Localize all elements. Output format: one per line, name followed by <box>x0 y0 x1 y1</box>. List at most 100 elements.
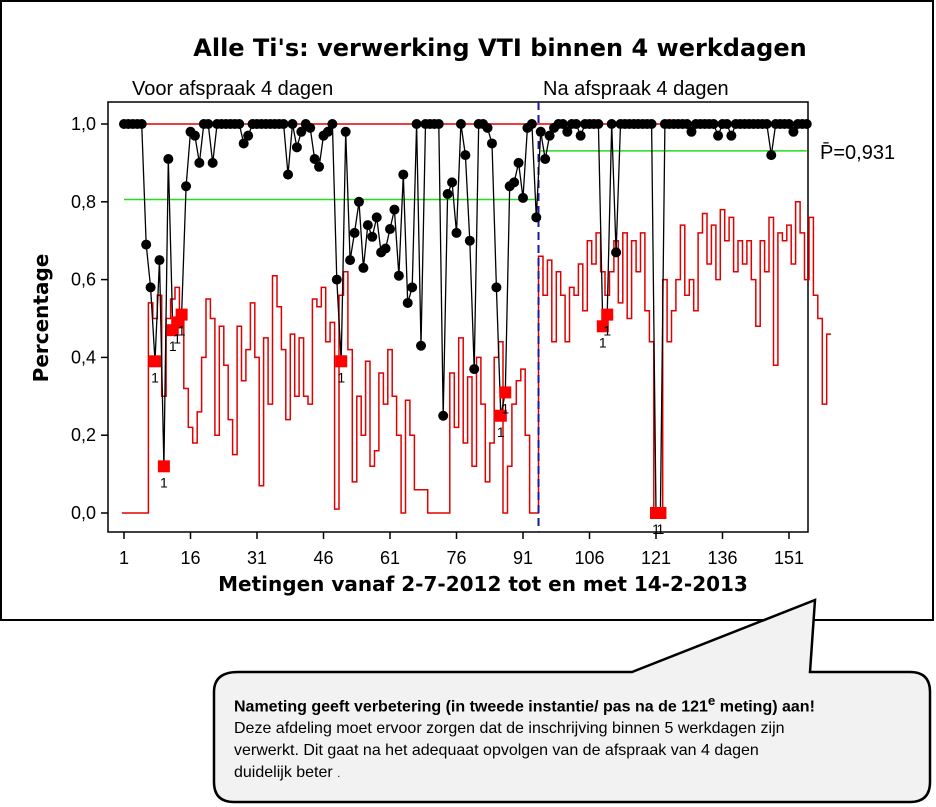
data-point <box>557 119 568 129</box>
chart-title: Alle Ti's: verwerking VTI binnen 4 werkd… <box>193 34 806 62</box>
data-point <box>526 119 537 129</box>
data-point <box>291 142 302 153</box>
y-tick-label: 1,0 <box>71 114 96 134</box>
data-point <box>309 154 320 165</box>
data-point <box>611 247 622 258</box>
data-point <box>203 119 214 129</box>
data-point <box>402 297 413 308</box>
data-point <box>345 255 356 266</box>
data-point <box>438 410 449 421</box>
y-tick-label: 0,4 <box>71 347 96 367</box>
data-point <box>340 126 351 137</box>
flagged-point-label: 1 <box>603 323 611 339</box>
data-point <box>544 130 555 141</box>
center-line-label: P̄=0,931 <box>820 141 895 164</box>
axes-layer: 1 16 31 46 61 76 91 106 121 136 151 0,0 0,2 0,4 0,6 0,8… <box>71 114 804 568</box>
flagged-point-label: 1 <box>173 330 181 346</box>
data-point <box>801 119 812 129</box>
data-point <box>189 130 200 141</box>
data-point <box>362 220 373 231</box>
x-tick-label: 1 <box>119 548 129 568</box>
callout-heading-superscript: e <box>707 693 716 708</box>
data-point <box>411 119 422 129</box>
data-point <box>518 192 528 203</box>
data-point <box>278 119 289 129</box>
data-point <box>314 161 325 172</box>
x-tick-label: 16 <box>180 548 200 568</box>
callout-body-line-1: Deze afdeling moet ervoor zorgen dat de … <box>234 720 785 738</box>
data-point <box>682 119 693 129</box>
lower-control-limit-line <box>121 201 832 514</box>
flagged-point-label: 1 <box>160 474 168 490</box>
data-point <box>349 227 360 238</box>
callout-body-end: . <box>337 768 341 781</box>
data-point <box>380 243 391 254</box>
callout-bubble <box>212 598 932 804</box>
y-tick-label: 0,0 <box>71 503 96 523</box>
data-point <box>593 119 604 129</box>
flagged-point-label: 1 <box>652 521 660 537</box>
data-point <box>531 212 542 223</box>
callout-text: Nameting geeft verbetering (in tweede in… <box>234 690 914 785</box>
data-point <box>726 130 737 141</box>
flagged-point-marker <box>601 308 614 321</box>
data-point <box>416 340 427 351</box>
x-tick-label: 91 <box>513 548 533 568</box>
data-point <box>145 282 156 293</box>
data-point <box>389 204 400 215</box>
callout-heading-part1: Nameting geeft verbetering (in tweede in… <box>234 698 708 716</box>
x-tick-label: 151 <box>774 548 804 568</box>
data-point <box>407 282 418 293</box>
flagged-point-label: 1 <box>497 424 505 440</box>
flagged-point-label: 1 <box>501 400 509 416</box>
y-axis-label: Percentage <box>29 254 53 383</box>
data-point <box>136 119 147 129</box>
data-point <box>287 119 298 129</box>
data-point <box>327 119 338 129</box>
data-point <box>305 122 316 133</box>
data-point <box>243 130 254 141</box>
data-point <box>442 189 453 200</box>
callout-body-line-2: verwerkt. Dit gaat na het adequaat opvol… <box>234 742 759 760</box>
callout-heading: Nameting geeft verbetering (in tweede in… <box>234 690 914 718</box>
data-point <box>163 154 174 165</box>
flagged-point-marker <box>175 308 188 321</box>
data-point <box>322 126 333 137</box>
x-tick-label: 106 <box>574 548 604 568</box>
data-point <box>575 130 586 141</box>
y-tick-label: 0,6 <box>71 270 96 290</box>
data-point <box>686 126 697 137</box>
data-point <box>353 196 364 207</box>
data-point <box>784 119 794 129</box>
data-point <box>141 239 152 250</box>
data-point <box>486 138 497 149</box>
x-tick-label: 46 <box>313 548 333 568</box>
data-point <box>766 150 777 161</box>
data-point <box>358 262 369 273</box>
flagged-point-label: 1 <box>178 323 186 339</box>
flagged-point-marker <box>596 320 609 333</box>
x-axis-label: Metingen vanaf 2-7-2012 tot en met 14-2-… <box>218 572 748 596</box>
flagged-point-marker <box>335 355 348 368</box>
flagged-point-marker <box>494 409 507 422</box>
flagged-point-label: 1 <box>151 369 159 385</box>
data-point <box>460 150 471 161</box>
flagged-point-label: 1 <box>599 334 607 350</box>
data-point <box>761 119 772 129</box>
data-point <box>331 274 342 285</box>
data-point <box>721 119 732 129</box>
data-point <box>482 122 493 133</box>
data-point <box>646 119 657 129</box>
data-point <box>371 212 382 223</box>
data-point <box>491 282 502 293</box>
x-tick-label: 136 <box>707 548 737 568</box>
data-point <box>509 177 520 188</box>
data-point <box>535 126 546 137</box>
data-point <box>385 224 395 235</box>
data-point <box>788 126 799 137</box>
x-tick-label: 31 <box>247 548 267 568</box>
data-point <box>562 126 573 137</box>
data-point <box>154 255 165 266</box>
